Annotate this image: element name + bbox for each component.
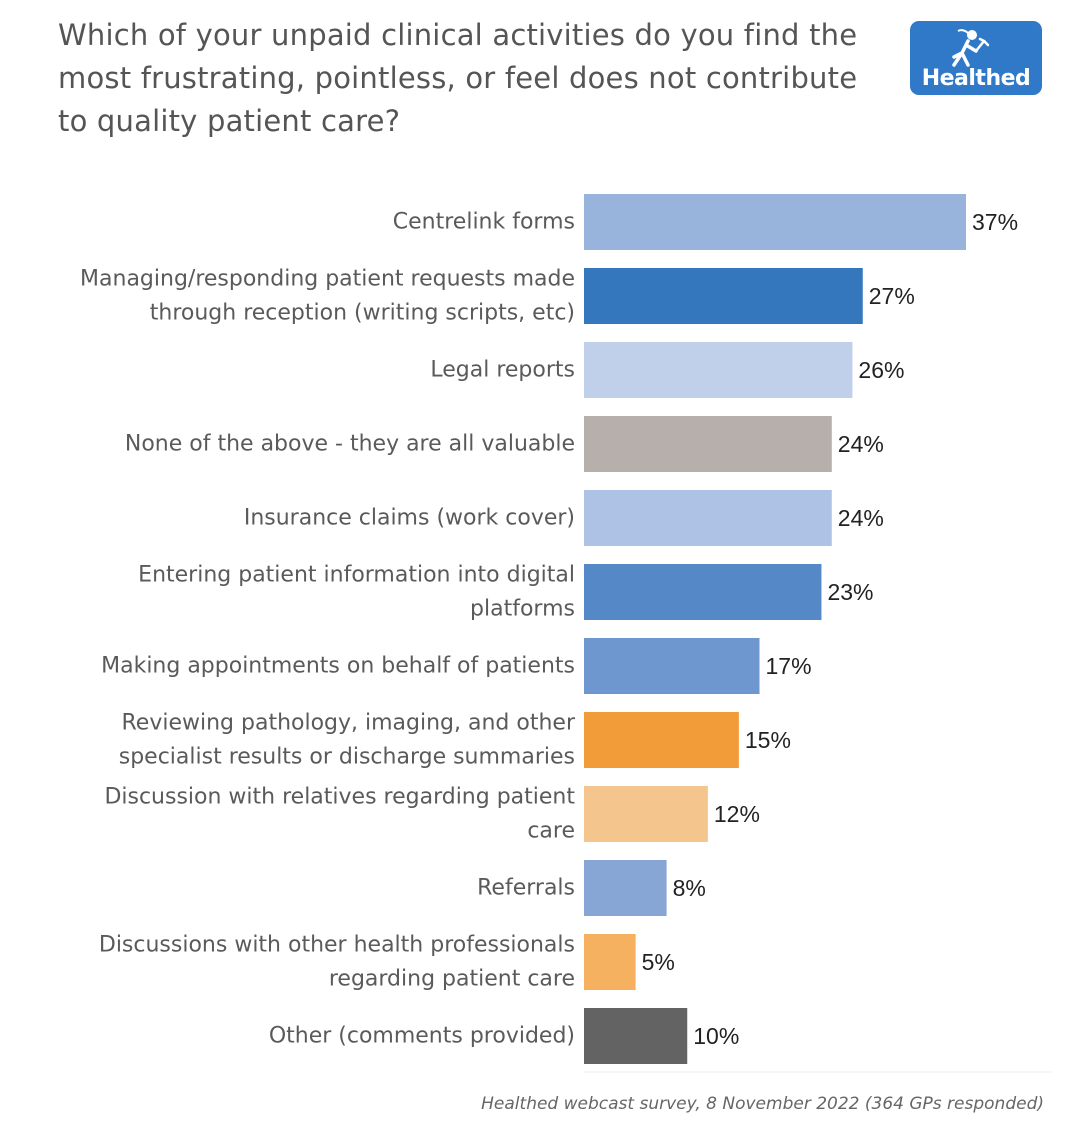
value-label-12: 10% (693, 1023, 739, 1049)
bar-12 (584, 1008, 688, 1064)
category-label-line: None of the above - they are all valuabl… (125, 432, 575, 457)
category-label-line: Managing/responding patient requests mad… (80, 267, 575, 292)
bar-3 (584, 342, 853, 398)
category-label-6: Entering patient information into digita… (138, 563, 575, 622)
value-label-8: 15% (745, 727, 791, 753)
value-label-2: 27% (869, 283, 915, 309)
bar-7 (584, 638, 760, 694)
bar-6 (584, 564, 822, 620)
category-label-line: platforms (470, 597, 575, 622)
value-label-4: 24% (838, 431, 884, 457)
bar-11 (584, 934, 636, 990)
chart-title: Which of your unpaid clinical activities… (58, 18, 858, 138)
category-label-line: Reviewing pathology, imaging, and other (121, 711, 575, 736)
bar-4 (584, 416, 832, 472)
category-label-2: Managing/responding patient requests mad… (80, 267, 575, 326)
running-hermes-figure-icon (952, 29, 990, 67)
category-label-line: Referrals (477, 876, 575, 901)
bar-9 (584, 786, 708, 842)
bars-layer (584, 194, 966, 1064)
bar-chart: Centrelink forms Managing/responding pati… (80, 194, 1052, 1073)
category-label-12: Other (comments provided) (269, 1024, 575, 1049)
category-label-5: Insurance claims (work cover) (244, 506, 575, 531)
bar-8 (584, 712, 739, 768)
value-label-11: 5% (642, 949, 675, 975)
source-note: Healthed webcast survey, 8 November 2022… (481, 1094, 1044, 1114)
category-labels-layer: Centrelink forms Managing/responding pati… (80, 210, 576, 1049)
category-label-11: Discussions with other health profession… (99, 933, 575, 992)
category-label-line: Discussion with relatives regarding pati… (104, 785, 575, 810)
category-label-4: None of the above - they are all valuabl… (125, 432, 575, 457)
bar-5 (584, 490, 832, 546)
value-label-6: 23% (827, 579, 873, 605)
category-label-line: through reception (writing scripts, etc) (150, 301, 575, 326)
bar-10 (584, 860, 667, 916)
category-label-9: Discussion with relatives regarding pati… (104, 785, 575, 844)
value-label-3: 26% (858, 357, 904, 383)
value-label-5: 24% (838, 505, 884, 531)
category-label-line: regarding patient care (329, 967, 575, 992)
category-label-line: Insurance claims (work cover) (244, 506, 575, 531)
value-labels-layer: 37% 27% 26% 24% 24% 23% 17% 15% 12% 8% 5% 10% (642, 209, 1018, 1049)
category-label-line: specialist results or discharge summarie… (119, 745, 575, 770)
value-label-1: 37% (972, 209, 1018, 235)
logo-wordmark: Healthed (921, 66, 1031, 91)
category-label-line: Legal reports (430, 358, 575, 383)
bar-2 (584, 268, 863, 324)
bar-1 (584, 194, 966, 250)
category-label-8: Reviewing pathology, imaging, and other s… (119, 711, 576, 770)
category-label-1: Centrelink forms (393, 210, 575, 235)
category-label-7: Making appointments on behalf of patient… (101, 654, 575, 679)
category-label-10: Referrals (477, 876, 575, 901)
category-label-line: Entering patient information into digita… (138, 563, 575, 588)
healthed-logo: Healthed (910, 21, 1042, 95)
category-label-line: Other (comments provided) (269, 1024, 575, 1049)
category-label-line: care (527, 819, 575, 844)
category-label-3: Legal reports (430, 358, 575, 383)
value-label-7: 17% (766, 653, 812, 679)
value-label-9: 12% (714, 801, 760, 827)
value-label-10: 8% (673, 875, 706, 901)
category-label-line: Centrelink forms (393, 210, 575, 235)
category-label-line: Making appointments on behalf of patient… (101, 654, 575, 679)
category-label-line: Discussions with other health profession… (99, 933, 575, 958)
